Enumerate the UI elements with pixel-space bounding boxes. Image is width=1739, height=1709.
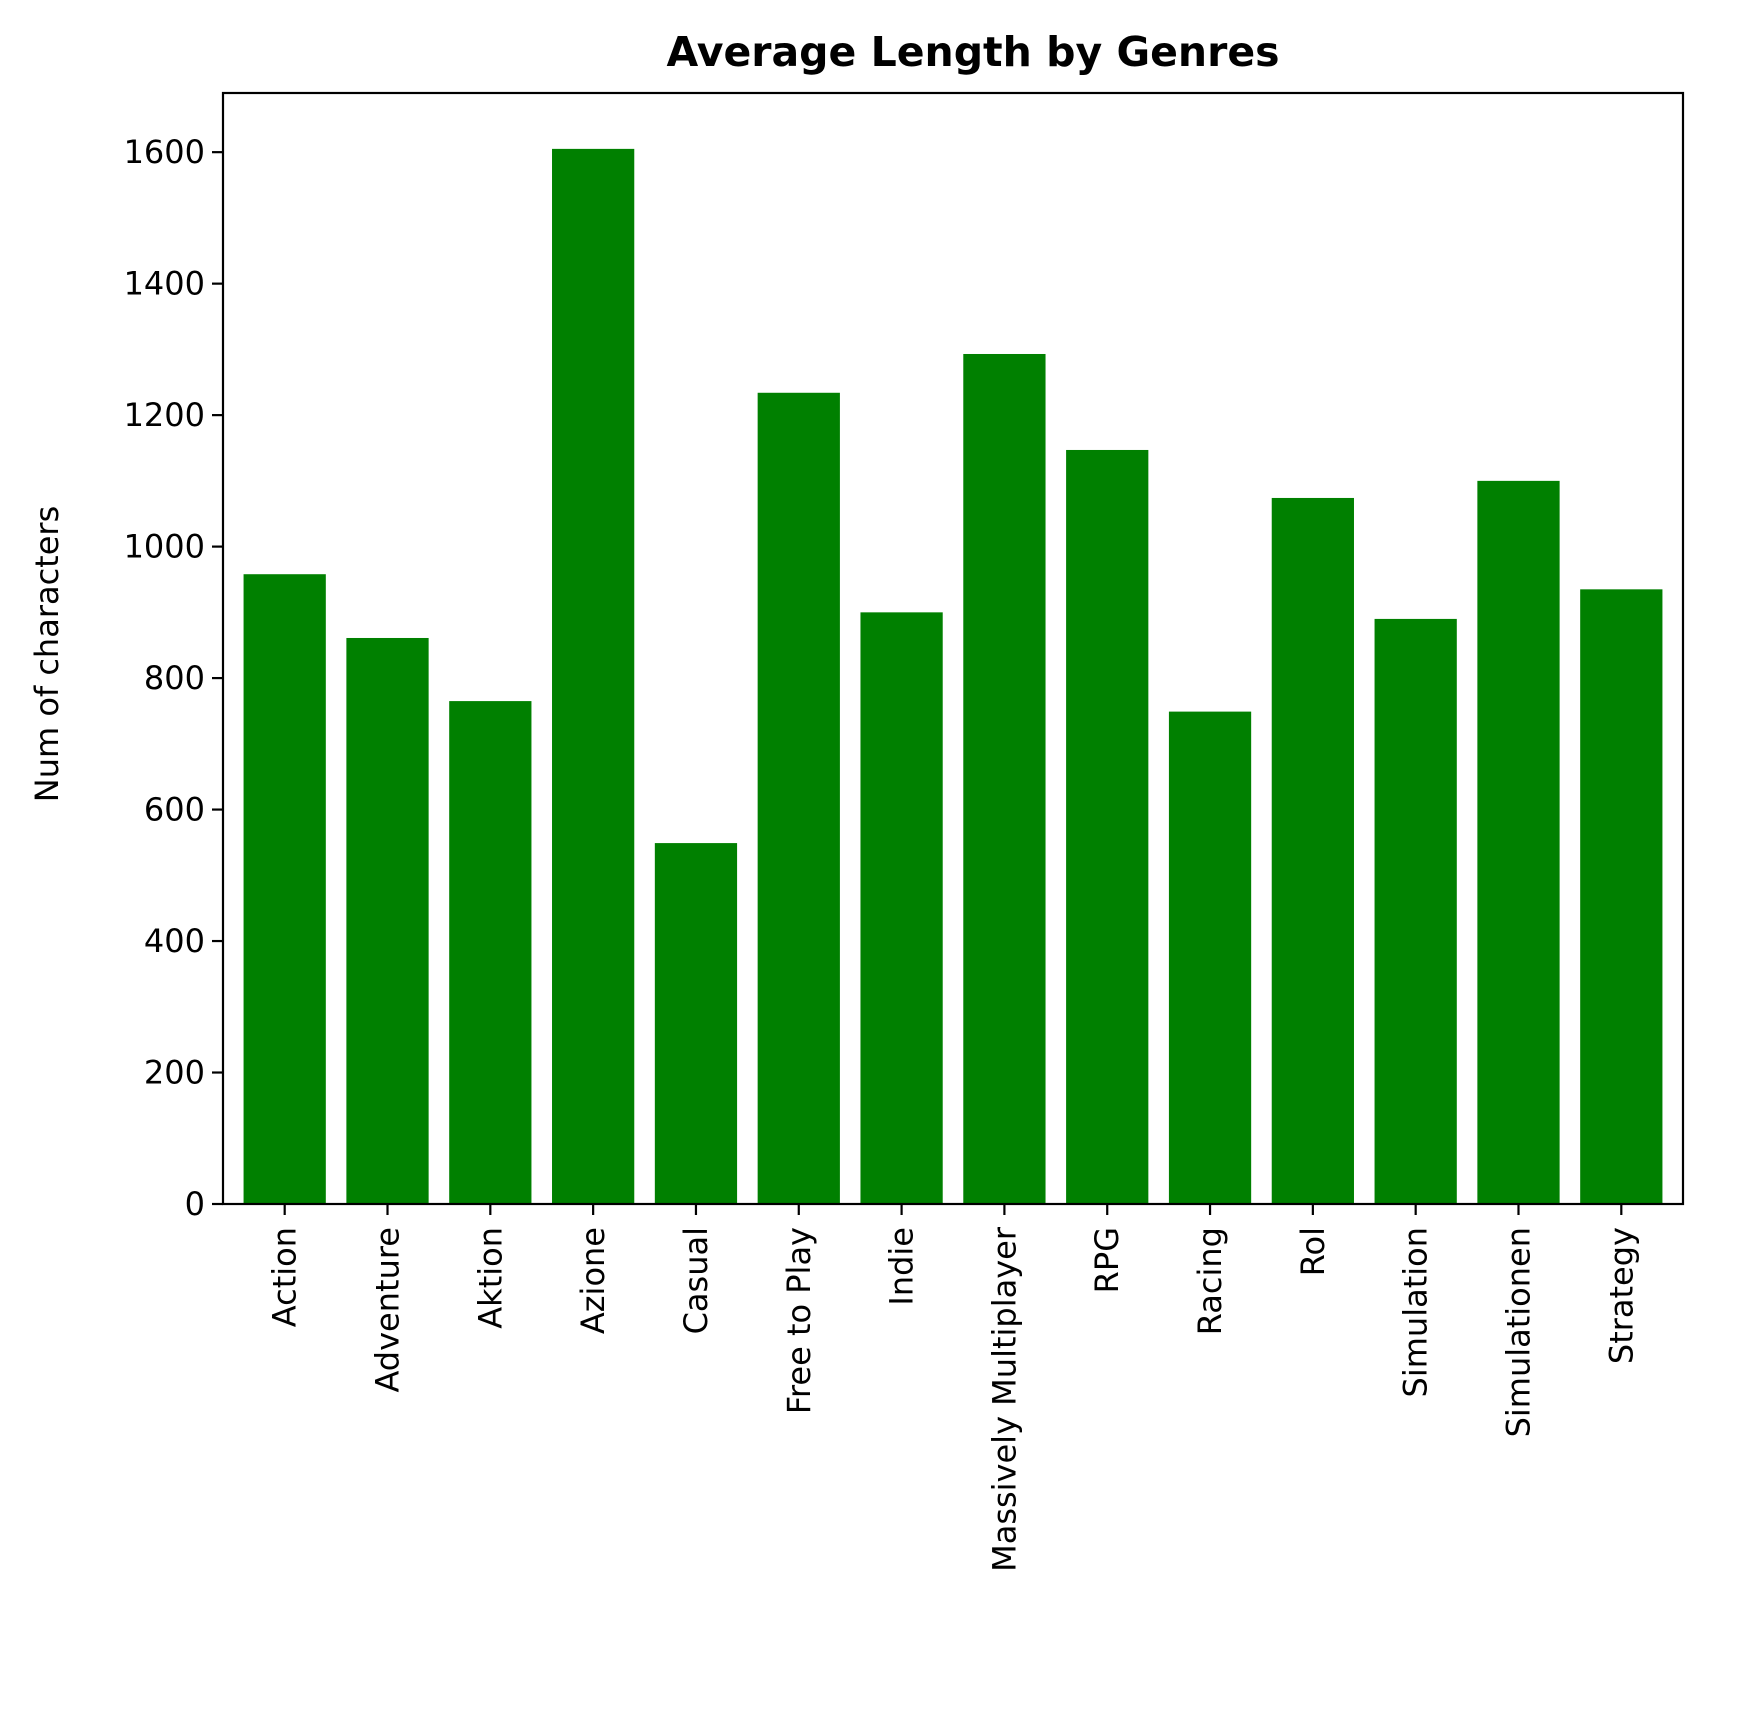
bar-action [243, 574, 326, 1204]
x-tick-label: Simulationen [1499, 1227, 1537, 1437]
chart-title: Average Length by Genres [666, 28, 1279, 76]
y-tick-label: 600 [144, 791, 205, 829]
y-axis-label: Num of characters [28, 506, 66, 802]
y-tick-label: 1400 [124, 265, 205, 303]
x-tick-label: Massively Multiplayer [985, 1226, 1023, 1572]
x-tick-label: Free to Play [780, 1227, 818, 1414]
y-axis-ticks: 0 200 400 600 800 1000 1200 1400 1600 [124, 133, 223, 1223]
y-tick-label: 800 [144, 659, 205, 697]
bar-massively-multiplayer [963, 353, 1046, 1204]
y-tick-label: 1600 [124, 133, 205, 171]
y-tick-label: 0 [185, 1185, 205, 1223]
bar-free-to-play [757, 392, 840, 1204]
x-tick-label: Azione [574, 1227, 612, 1334]
bar-simulation [1374, 618, 1457, 1204]
x-tick-label: Adventure [369, 1227, 407, 1393]
x-tick-label: Action [266, 1227, 304, 1327]
y-tick-label: 1000 [124, 528, 205, 566]
bar-rol [1271, 497, 1354, 1205]
x-tick-label: Rol [1294, 1227, 1332, 1276]
x-tick-label: Indie [883, 1227, 921, 1306]
bar-rpg [1066, 449, 1149, 1204]
bar-azione [552, 148, 635, 1205]
x-tick-label: RPG [1088, 1227, 1126, 1293]
x-tick-label: Casual [677, 1227, 715, 1334]
bars-group [243, 148, 1663, 1205]
bar-racing [1168, 711, 1252, 1204]
y-tick-label: 200 [144, 1054, 205, 1092]
bar-indie [860, 612, 943, 1204]
x-tick-label: Racing [1191, 1227, 1229, 1335]
x-axis-ticks: Action Adventure Aktion Azione Casual Free to… [266, 1204, 1640, 1572]
x-tick-label: Aktion [471, 1227, 509, 1329]
y-tick-label: 400 [144, 922, 205, 960]
x-tick-label: Simulation [1397, 1227, 1435, 1397]
y-tick-label: 1200 [124, 396, 205, 434]
bar-aktion [449, 701, 532, 1204]
x-tick-label: Strategy [1602, 1227, 1640, 1364]
bar-casual [654, 843, 738, 1204]
plot-frame [221, 91, 1685, 1206]
bar-simulationen [1477, 480, 1560, 1204]
bar-strategy [1580, 589, 1663, 1204]
bar-adventure [346, 637, 429, 1204]
